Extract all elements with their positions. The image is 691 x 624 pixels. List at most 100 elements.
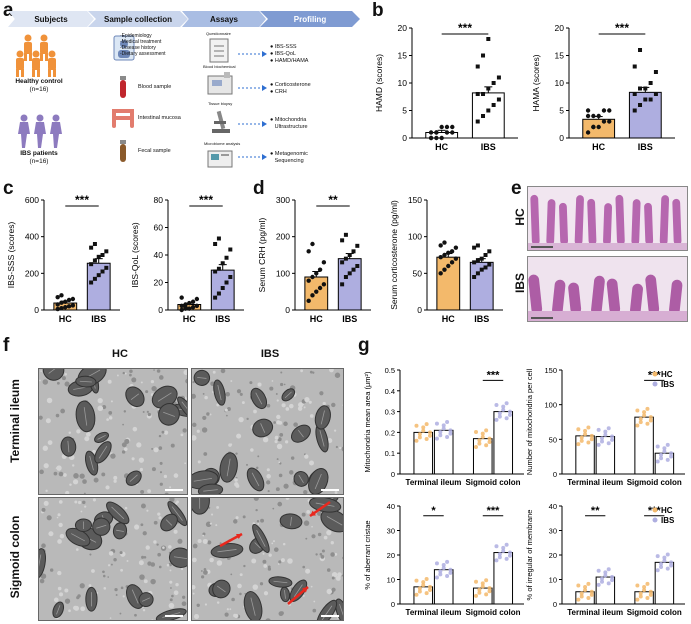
em-granule bbox=[319, 391, 324, 396]
em-granule bbox=[309, 414, 314, 418]
cristae bbox=[89, 455, 94, 471]
x-tick-label: Terminal ileum bbox=[567, 478, 623, 487]
data-point-hc bbox=[317, 285, 323, 291]
em-granule bbox=[108, 411, 113, 415]
data-point-ibs bbox=[655, 444, 660, 449]
data-point-hc bbox=[579, 438, 584, 443]
em-granule bbox=[280, 558, 285, 563]
em-granule bbox=[166, 563, 170, 567]
data-point-ibs bbox=[483, 265, 488, 270]
em-granule bbox=[278, 461, 281, 464]
cristae bbox=[111, 506, 125, 520]
cristae bbox=[165, 519, 173, 526]
em-granule bbox=[175, 582, 179, 587]
y-axis-label: IBS-SSS (scores) bbox=[6, 222, 16, 289]
data-point-ibs bbox=[606, 581, 611, 586]
em-granule bbox=[121, 442, 127, 448]
data-point-ibs bbox=[665, 552, 670, 557]
em-granule bbox=[253, 498, 259, 501]
em-granule bbox=[164, 430, 169, 435]
data-point-hc bbox=[635, 583, 640, 588]
em-granule bbox=[164, 492, 169, 494]
em-granule bbox=[204, 395, 208, 400]
crypt bbox=[669, 279, 683, 316]
x-tick-label: IBS bbox=[481, 142, 496, 152]
em-granule bbox=[209, 522, 212, 525]
em-granule bbox=[161, 430, 165, 434]
cristae bbox=[171, 506, 183, 521]
em-granule bbox=[57, 539, 62, 544]
em-granule bbox=[55, 413, 60, 418]
em-granule bbox=[334, 552, 338, 556]
em-granule bbox=[285, 407, 290, 411]
cristae bbox=[226, 458, 231, 477]
header-subjects: Subjects bbox=[8, 11, 94, 27]
em-granule bbox=[234, 478, 238, 482]
em-granule bbox=[276, 420, 281, 425]
em-granule bbox=[263, 591, 269, 596]
em-granule bbox=[266, 480, 271, 485]
em-granule bbox=[246, 463, 248, 466]
cristae bbox=[97, 435, 106, 440]
em-granule bbox=[121, 450, 126, 454]
data-point-ibs bbox=[501, 407, 506, 412]
data-point-hc bbox=[591, 113, 596, 119]
em-granule bbox=[230, 573, 233, 576]
data-point-ibs bbox=[434, 421, 439, 426]
data-point-hc bbox=[424, 437, 429, 442]
chart-mito-number: 0 50 100 150 Number of mitochondria per cell… bbox=[525, 366, 685, 487]
em-granule bbox=[72, 479, 79, 485]
em-granule bbox=[282, 542, 286, 546]
em-granule bbox=[216, 601, 220, 604]
em-granule bbox=[56, 381, 60, 385]
cristae bbox=[79, 380, 92, 383]
data-point-ibs bbox=[224, 280, 229, 285]
x-tick-label: Terminal ileum bbox=[567, 608, 623, 617]
em-granule bbox=[77, 500, 82, 505]
cristae bbox=[326, 516, 343, 526]
y-tick-label: 10 bbox=[387, 576, 395, 585]
crypt bbox=[606, 278, 621, 315]
em-granule bbox=[192, 592, 195, 595]
data-point-ibs bbox=[504, 416, 509, 421]
em-granule bbox=[326, 530, 332, 536]
em-image-hc-ileum bbox=[38, 368, 188, 495]
assay-tissue-label: Tissue biopsy bbox=[208, 101, 233, 106]
em-granule bbox=[64, 598, 71, 604]
em-granule bbox=[283, 383, 286, 386]
em-granule bbox=[209, 413, 212, 416]
data-point-hc bbox=[642, 413, 647, 418]
y-axis-label: Number of mitochondria per cell bbox=[525, 369, 534, 476]
em-granule bbox=[124, 506, 128, 510]
data-point-hc bbox=[480, 431, 485, 436]
y-tick-label: 0 bbox=[391, 600, 395, 609]
data-point-hc bbox=[484, 428, 489, 433]
em-granule bbox=[131, 457, 135, 461]
cristae bbox=[67, 440, 70, 453]
em-granule bbox=[131, 377, 137, 383]
data-point-ibs bbox=[479, 267, 484, 272]
x-tick-label: Sigmoid colon bbox=[465, 608, 520, 617]
em-granule bbox=[266, 474, 271, 479]
em-granule bbox=[250, 448, 254, 452]
data-point-hc bbox=[589, 589, 594, 594]
em-granule bbox=[201, 427, 208, 433]
data-point-hc bbox=[477, 438, 482, 443]
em-granule bbox=[331, 576, 335, 580]
cristae bbox=[284, 391, 292, 399]
em-granule bbox=[256, 520, 260, 523]
em-granule bbox=[124, 372, 127, 375]
data-point-hc bbox=[586, 581, 591, 586]
data-point-ibs bbox=[438, 433, 443, 438]
em-granule bbox=[276, 414, 281, 420]
crypt bbox=[591, 275, 605, 316]
em-col-ibs: IBS bbox=[260, 348, 280, 360]
data-point-ibs bbox=[216, 291, 221, 296]
y-tick-label: 0.2 bbox=[385, 428, 395, 437]
em-granule bbox=[101, 472, 106, 477]
healthy-control-label: Healthy control (n=16) bbox=[15, 78, 63, 93]
data-point-hc bbox=[583, 588, 588, 593]
em-granule bbox=[279, 432, 284, 437]
bar-hc bbox=[413, 431, 434, 475]
em-granule bbox=[239, 573, 243, 577]
